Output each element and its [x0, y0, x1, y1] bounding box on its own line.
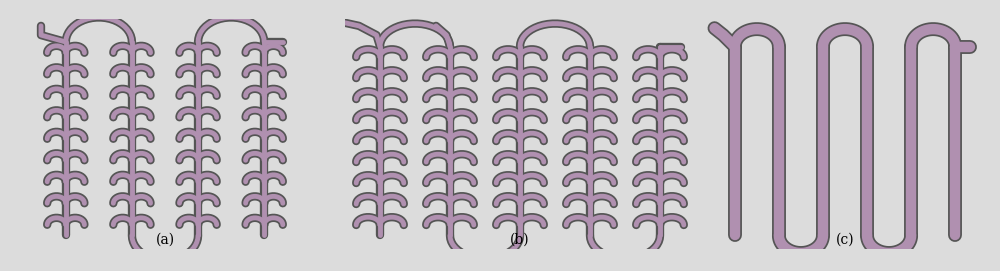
Text: (c): (c) [836, 233, 854, 247]
Text: (a): (a) [155, 233, 175, 247]
Text: (b): (b) [510, 233, 530, 247]
